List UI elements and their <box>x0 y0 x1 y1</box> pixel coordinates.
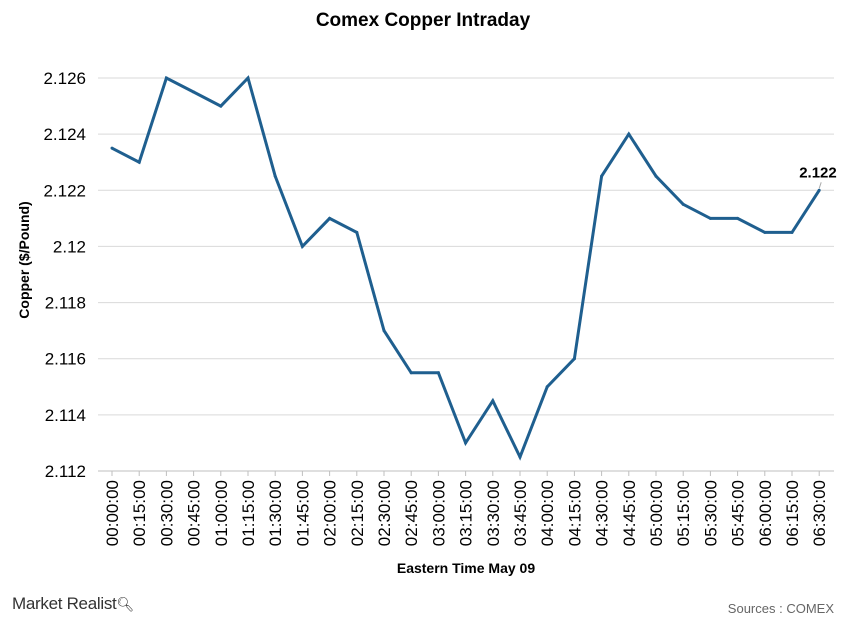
x-tick-label: 00:00:00 <box>103 480 122 546</box>
data-point <box>355 230 359 234</box>
x-tick-label: 05:30:00 <box>701 480 720 546</box>
x-tick-label: 02:45:00 <box>402 480 421 546</box>
data-point <box>681 202 685 206</box>
data-point <box>518 455 522 459</box>
x-tick-label: 03:30:00 <box>484 480 503 546</box>
data-point <box>572 357 576 361</box>
data-point <box>627 132 631 136</box>
x-tick-label: 06:30:00 <box>810 480 829 546</box>
data-point <box>409 371 413 375</box>
data-point <box>708 216 712 220</box>
x-tick-label: 00:15:00 <box>130 480 149 546</box>
y-tick-label: 2.114 <box>45 406 86 425</box>
y-tick-label: 2.12 <box>53 237 86 256</box>
data-point <box>219 104 223 108</box>
data-point <box>654 174 658 178</box>
x-tick-label: 01:15:00 <box>239 480 258 546</box>
data-point <box>246 76 250 80</box>
y-tick-label: 2.112 <box>45 462 86 481</box>
y-tick-label: 2.122 <box>43 181 86 200</box>
x-tick-label: 03:15:00 <box>457 480 476 546</box>
x-tick-label: 01:45:00 <box>293 480 312 546</box>
data-point <box>273 174 277 178</box>
y-tick-label: 2.126 <box>43 69 86 88</box>
data-point <box>192 90 196 94</box>
series-line <box>111 75 821 461</box>
y-axis-label: Copper ($/Pound) <box>16 201 32 318</box>
y-tick-label: 2.124 <box>43 125 86 144</box>
y-tick-label: 2.116 <box>45 350 86 369</box>
x-tick-label: 04:15:00 <box>565 480 584 546</box>
x-tick-label: 04:30:00 <box>593 480 612 546</box>
data-point <box>736 216 740 220</box>
y-axis-ticks: 2.112 2.114 2.116 2.118 2.12 2.122 2.124 2.126 <box>43 69 86 481</box>
data-point <box>491 399 495 403</box>
x-tick-label: 06:00:00 <box>756 480 775 546</box>
data-label-leader <box>818 182 822 189</box>
x-axis-ticks: 00:00:00 00:15:00 00:30:00 00:45:00 01:00:00… <box>103 471 829 546</box>
y-tick-label: 2.118 <box>45 294 86 313</box>
market-realist-logo: Market Realist🔍︎ <box>12 594 134 614</box>
chart-title: Comex Copper Intraday <box>316 10 531 31</box>
data-point <box>464 441 468 445</box>
data-point <box>382 329 386 333</box>
data-point <box>137 160 141 164</box>
x-tick-label: 02:00:00 <box>321 480 340 546</box>
x-tick-label: 04:00:00 <box>538 480 557 546</box>
data-point <box>164 76 168 80</box>
data-point <box>110 146 114 150</box>
series-layer <box>110 75 821 461</box>
x-tick-label: 01:00:00 <box>212 480 231 546</box>
data-point <box>545 385 549 389</box>
source-note: Sources : COMEX <box>727 601 834 616</box>
logo-text: Market Realist <box>12 594 117 613</box>
data-label-layer: 2.122 <box>799 164 837 189</box>
data-point <box>328 216 332 220</box>
x-tick-label: 04:45:00 <box>620 480 639 546</box>
last-value-label: 2.122 <box>799 164 837 181</box>
x-tick-label: 05:45:00 <box>729 480 748 546</box>
x-tick-label: 03:45:00 <box>511 480 530 546</box>
x-tick-label: 06:15:00 <box>783 480 802 546</box>
data-point <box>600 174 604 178</box>
gridlines <box>98 77 834 472</box>
x-tick-label: 05:00:00 <box>647 480 666 546</box>
x-axis-label: Eastern Time May 09 <box>397 560 535 576</box>
magnifier-icon: 🔍︎ <box>116 596 134 612</box>
x-tick-label: 00:45:00 <box>185 480 204 546</box>
data-point <box>300 244 304 248</box>
x-tick-label: 00:30:00 <box>157 480 176 546</box>
data-point <box>817 188 821 192</box>
x-tick-label: 02:30:00 <box>375 480 394 546</box>
x-tick-label: 01:30:00 <box>266 480 285 546</box>
data-point <box>790 230 794 234</box>
x-tick-label: 02:15:00 <box>348 480 367 546</box>
data-point <box>436 371 440 375</box>
x-tick-label: 03:00:00 <box>429 480 448 546</box>
x-tick-label: 05:15:00 <box>674 480 693 546</box>
data-point <box>763 230 767 234</box>
